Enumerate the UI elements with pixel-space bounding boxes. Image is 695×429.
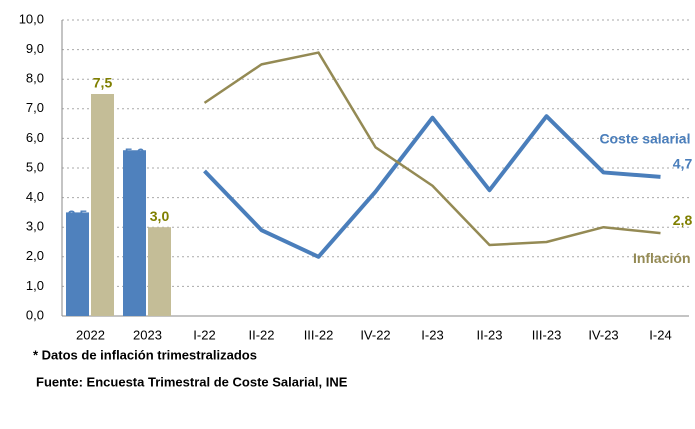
y-tick-label: 4,0 xyxy=(26,189,44,204)
bar-value-label: 3,5 xyxy=(68,207,88,223)
x-tick-label: II-23 xyxy=(476,327,502,342)
x-tick-label: 2023 xyxy=(133,327,162,342)
y-tick-label: 6,0 xyxy=(26,130,44,145)
bar xyxy=(91,94,114,316)
x-tick-label: IV-22 xyxy=(360,327,390,342)
bar-value-label: 3,0 xyxy=(150,208,170,224)
y-tick-label: 5,0 xyxy=(26,159,44,174)
line-value-label: 4,7 xyxy=(673,156,693,172)
source: Fuente: Encuesta Trimestral de Coste Sal… xyxy=(36,374,348,389)
y-tick-label: 10,0 xyxy=(19,11,44,26)
footnote: * Datos de inflación trimestralizados xyxy=(33,347,257,362)
x-tick-label: I-22 xyxy=(193,327,215,342)
bar xyxy=(148,227,171,316)
y-tick-label: 1,0 xyxy=(26,278,44,293)
y-tick-label: 0,0 xyxy=(26,307,44,322)
x-tick-label: II-22 xyxy=(248,327,274,342)
y-tick-label: 7,0 xyxy=(26,100,44,115)
x-tick-label: IV-23 xyxy=(588,327,618,342)
x-tick-label: I-24 xyxy=(649,327,671,342)
y-tick-label: 2,0 xyxy=(26,248,44,263)
bar xyxy=(66,212,89,316)
x-tick-label: I-23 xyxy=(421,327,443,342)
y-tick-label: 8,0 xyxy=(26,71,44,86)
y-tick-label: 9,0 xyxy=(26,41,44,56)
bar-value-label: 5,6 xyxy=(125,145,145,161)
line xyxy=(203,114,661,259)
x-tick-label: 2022 xyxy=(76,327,105,342)
x-tick-label: III-23 xyxy=(532,327,562,342)
y-tick-label: 3,0 xyxy=(26,219,44,234)
series-label: Inflación xyxy=(633,250,691,266)
series-label: Coste salarial xyxy=(599,131,690,147)
bar-value-label: 7,5 xyxy=(93,75,113,91)
line-value-label: 2,8 xyxy=(673,212,693,228)
line xyxy=(203,51,661,247)
bar xyxy=(123,150,146,316)
x-tick-label: III-22 xyxy=(304,327,334,342)
